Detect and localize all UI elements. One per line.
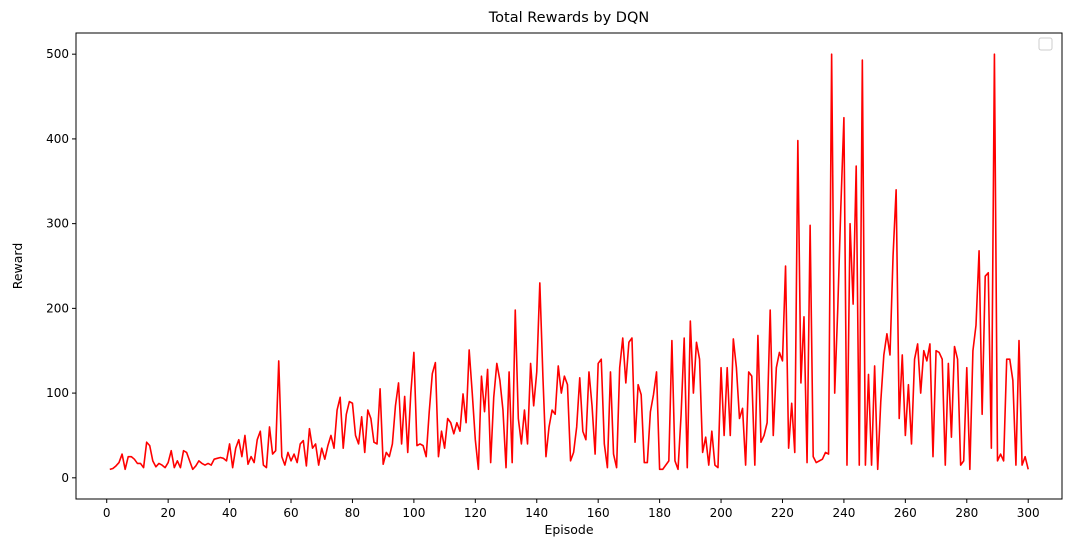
y-tick-label: 500 (46, 47, 69, 61)
series-line-0 (109, 53, 1029, 471)
x-tick-label: 140 (525, 506, 548, 520)
x-tick-label: 260 (894, 506, 917, 520)
x-tick-label: 20 (161, 506, 176, 520)
x-tick-label: 160 (587, 506, 610, 520)
x-tick-label: 120 (464, 506, 487, 520)
legend-box (1038, 37, 1053, 51)
x-tick-label: 300 (1017, 506, 1040, 520)
x-tick-label: 60 (283, 506, 298, 520)
x-axis-label: Episode (544, 522, 593, 537)
x-tick-label: 0 (103, 506, 111, 520)
y-tick-label: 200 (46, 301, 69, 315)
y-tick-label: 300 (46, 217, 69, 231)
y-tick-label: 100 (46, 386, 69, 400)
x-tick-label: 100 (402, 506, 425, 520)
y-tick-label: 0 (61, 471, 69, 485)
x-axis: 0 20 40 60 80 100 120 140 160 180 200 220 240 260 280 3… (103, 499, 1040, 520)
x-tick-label: 180 (648, 506, 671, 520)
x-tick-label: 280 (955, 506, 978, 520)
y-axis-label: Reward (10, 243, 25, 290)
x-tick-label: 200 (710, 506, 733, 520)
y-axis: 0 100 200 300 400 500 (46, 47, 76, 485)
x-tick-label: 240 (832, 506, 855, 520)
x-tick-label: 220 (771, 506, 794, 520)
plot-area-frame (75, 32, 1063, 500)
series-group (109, 53, 1029, 471)
chart-title: Total Rewards by DQN (488, 10, 649, 26)
y-tick-label: 400 (46, 132, 69, 146)
x-tick-label: 80 (345, 506, 360, 520)
x-tick-label: 40 (222, 506, 237, 520)
